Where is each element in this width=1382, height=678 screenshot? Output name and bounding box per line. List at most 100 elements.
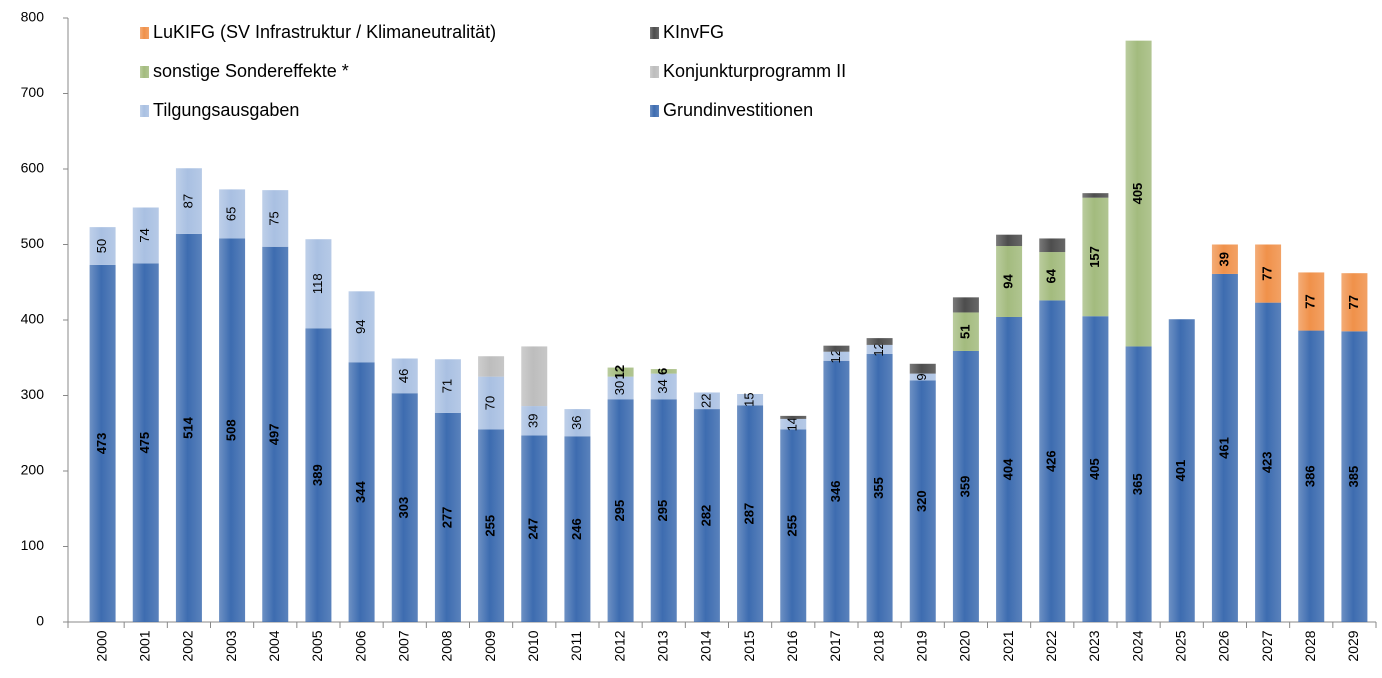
data-label: 295	[655, 500, 670, 522]
bar-segment	[305, 328, 332, 622]
bar-segment	[823, 360, 850, 622]
data-label: 303	[396, 497, 411, 519]
bar-segment	[89, 264, 116, 622]
data-label: 118	[310, 273, 325, 294]
data-label: 389	[310, 464, 325, 486]
legend-swatch	[140, 27, 149, 39]
bar-segment	[1255, 302, 1282, 622]
bar-segment	[996, 316, 1023, 622]
data-label: 65	[224, 207, 239, 221]
bar-segment	[1255, 244, 1282, 303]
data-label: 359	[957, 476, 972, 498]
data-label: 51	[957, 324, 972, 338]
bar-segment	[391, 358, 418, 394]
bar-segment	[866, 344, 893, 354]
y-tick-label: 100	[21, 537, 45, 553]
data-label: 94	[353, 320, 368, 334]
x-tick-label: 2028	[1302, 630, 1318, 661]
data-label: 75	[267, 211, 282, 225]
data-label: 70	[483, 396, 498, 410]
x-tick-label: 2011	[568, 631, 584, 661]
x-tick-label: 2015	[741, 630, 757, 661]
data-label: 74	[137, 228, 152, 242]
data-label: 14	[785, 417, 800, 431]
data-label: 46	[396, 369, 411, 383]
bar-segment	[823, 345, 850, 352]
x-tick-label: 2016	[784, 630, 800, 661]
bar-segment	[521, 346, 548, 407]
y-tick-label: 0	[36, 613, 44, 629]
x-tick-label: 2020	[957, 630, 973, 661]
x-tick-label: 2029	[1345, 630, 1361, 661]
data-label: 6	[655, 368, 670, 375]
data-label: 255	[483, 515, 498, 537]
bar-segment	[175, 168, 202, 234]
bar-segment	[132, 263, 159, 622]
data-label: 246	[569, 518, 584, 540]
x-tick-label: 2027	[1259, 630, 1275, 661]
data-label: 320	[914, 490, 929, 512]
data-label: 12	[828, 349, 843, 363]
legend-label: LuKIFG (SV Infrastruktur / Klimaneutrali…	[153, 22, 496, 42]
x-tick-label: 2018	[870, 630, 886, 661]
bar-segment	[89, 227, 116, 265]
bar-segment	[1082, 193, 1109, 198]
bar-segment	[607, 399, 634, 622]
legend-label: Konjunkturprogramm II	[663, 61, 846, 81]
bar-segment	[650, 399, 677, 622]
bar-segment	[607, 376, 634, 400]
bar-segment	[434, 412, 461, 622]
bar-segment	[909, 373, 936, 381]
data-label: 287	[742, 503, 757, 525]
data-label: 87	[180, 194, 195, 208]
data-label: 30	[612, 381, 627, 395]
legend-label: Tilgungsausgaben	[153, 100, 299, 120]
bar-segment	[175, 233, 202, 622]
legend-label: sonstige Sondereffekte *	[153, 61, 349, 81]
bar-segment	[1298, 330, 1325, 622]
data-label: 77	[1346, 295, 1361, 309]
data-label: 386	[1303, 465, 1318, 487]
bar-segment	[434, 359, 461, 413]
data-label: 514	[180, 416, 195, 438]
data-label: 50	[94, 239, 109, 253]
x-tick-label: 2024	[1129, 630, 1145, 661]
x-tick-label: 2014	[698, 630, 714, 661]
y-tick-label: 300	[21, 386, 45, 402]
bar-segment	[132, 207, 159, 264]
bar-segment	[564, 436, 591, 622]
bar-segment	[348, 291, 375, 363]
x-tick-label: 2007	[395, 630, 411, 661]
bar-segment	[737, 393, 764, 406]
bar-segment	[952, 350, 979, 622]
bar-segment	[1211, 273, 1238, 622]
data-label: 346	[828, 481, 843, 503]
y-tick-label: 600	[21, 160, 45, 176]
data-label: 295	[612, 500, 627, 522]
data-label: 508	[224, 419, 239, 441]
data-label: 426	[1044, 450, 1059, 472]
bar-segment	[780, 415, 807, 419]
data-label: 94	[1001, 273, 1016, 288]
bar-segment	[478, 356, 505, 377]
bar-segment	[737, 405, 764, 622]
x-tick-label: 2022	[1043, 630, 1059, 661]
x-tick-label: 2002	[180, 630, 196, 661]
bar-segment	[780, 429, 807, 622]
bar-segment	[866, 353, 893, 622]
data-label: 475	[137, 432, 152, 454]
x-tick-label: 2021	[1000, 630, 1016, 661]
data-label: 39	[526, 414, 541, 428]
bar-segment	[952, 312, 979, 351]
bar-segment	[1082, 197, 1109, 317]
x-tick-label: 2012	[611, 630, 627, 661]
x-tick-label: 2006	[352, 630, 368, 661]
data-label: 64	[1044, 268, 1059, 283]
legend-swatch	[140, 105, 149, 117]
bar-segment	[478, 429, 505, 622]
legend-swatch	[140, 66, 149, 78]
bar-segment	[219, 238, 246, 622]
data-label: 22	[698, 394, 713, 408]
bar-segment	[1168, 319, 1195, 622]
